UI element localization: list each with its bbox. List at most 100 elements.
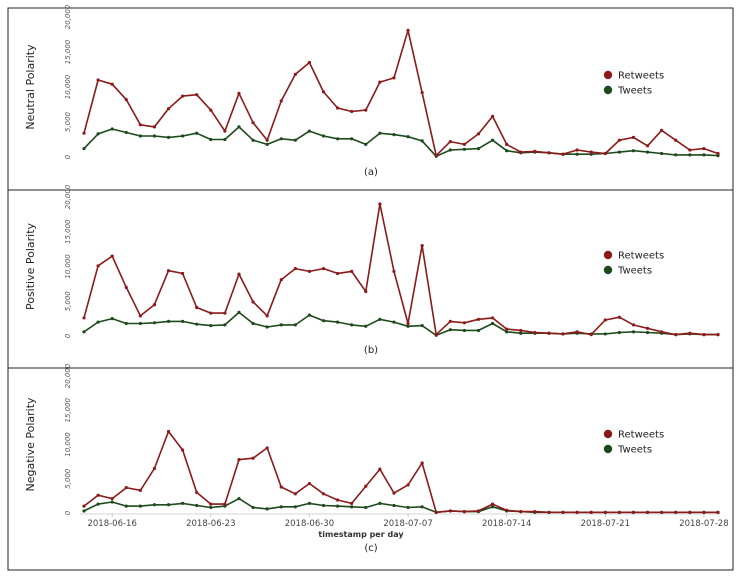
panel-2-retweets-point <box>406 321 410 326</box>
panel-2-retweets-point <box>307 269 312 273</box>
panel-2-tweets-point <box>336 320 340 324</box>
panel-3-tweets-point <box>364 505 368 510</box>
panel-1-retweets-point <box>152 125 157 129</box>
panel-3-tweets-point <box>237 497 241 501</box>
panel-1-retweets-point <box>434 154 438 158</box>
panel-1-tweets-point <box>448 148 452 152</box>
panel-2-retweets-point <box>660 330 664 334</box>
panel-3-retweets-point <box>547 510 551 514</box>
panel-3-xtick-label: 2018-06-30 <box>285 519 334 529</box>
panel-3-retweets-point <box>561 510 565 514</box>
panel-3-retweets-point <box>378 467 382 471</box>
panel-1-retweets-point <box>490 114 495 118</box>
panel-3-retweets-point <box>82 504 86 508</box>
panel-3-xtick-label: 2018-07-14 <box>482 519 531 529</box>
panel-2-retweets-point <box>674 333 678 337</box>
panel-1-tweets-point <box>575 152 579 156</box>
panel-3-tweets-point <box>251 505 255 510</box>
panel-2-frame <box>7 189 734 369</box>
panel-2-retweets-point <box>350 269 354 273</box>
panel-1-retweets-point <box>110 82 114 86</box>
panel-2-ytick-label: 15,000 <box>64 219 72 244</box>
panel-2-retweets-point <box>195 305 199 310</box>
panel-3-ytick-label: 10,000 <box>64 432 72 457</box>
panel-1-tweets-point <box>660 151 664 156</box>
panel-2-tweets-point <box>350 323 354 327</box>
panel-2-retweets-point <box>561 332 565 336</box>
panel-3-tweets-point <box>181 501 185 506</box>
panel-3-legend-marker-retweets <box>603 429 613 439</box>
panel-1-tweets-point <box>364 142 368 146</box>
panel-1-tweets-point <box>279 137 283 141</box>
panel-2-tweets-point <box>110 317 114 321</box>
panel-2-tweets-point <box>490 321 495 326</box>
panel-2-retweets-point <box>519 328 523 333</box>
panel-1-retweets-point <box>237 91 241 95</box>
panel-1-retweets-point <box>688 148 692 152</box>
panel-3-tweets-point <box>138 504 142 508</box>
panel-3-tweets-point <box>490 505 495 509</box>
panel-3-tweets-point <box>82 509 86 513</box>
panel-2-tweets-point <box>617 330 621 335</box>
panel-3-xtick-label: 2018-07-21 <box>581 519 630 529</box>
panel-2-retweets-point <box>702 333 706 337</box>
panel-2-tweets-point <box>181 319 185 324</box>
panel-2-tweets-point <box>462 328 466 333</box>
panel-3-legend-label-retweets: Retweets <box>618 430 664 441</box>
panel-2-retweets-point <box>631 323 636 327</box>
panel-1-tweets-point <box>378 131 382 135</box>
panel-1-tweets-point <box>702 153 706 157</box>
panel-1-retweets-point <box>350 109 354 114</box>
panel-2-tweets-point <box>138 321 142 326</box>
panel-2-retweets-point <box>490 316 495 320</box>
panel-2-tweets-point <box>152 321 157 325</box>
panel-3-retweets-point <box>138 488 142 492</box>
panel-3-retweets-point <box>660 510 664 514</box>
panel-2-retweets-point <box>448 319 452 324</box>
panel-3-retweets-point <box>181 448 185 452</box>
panel-3-legend-marker-tweets <box>603 444 613 454</box>
panel-2-tweets-point <box>293 323 297 327</box>
panel-1-tweets-point <box>307 129 312 133</box>
panel-2-retweets-point <box>617 315 621 319</box>
panel-3-retweets-point <box>702 510 706 514</box>
panel-1-ytick-label: 15,000 <box>64 39 72 64</box>
panel-2-tweets-point <box>631 330 636 334</box>
panel-1-retweets-point <box>645 144 650 148</box>
panel-3-ytick-label: 15,000 <box>64 397 72 422</box>
panel-1-retweets-point <box>448 140 452 144</box>
panel-2-retweets-point <box>181 271 185 276</box>
panel-3-ytick-label: 20,000 <box>64 363 72 388</box>
panel-2-tweets-point <box>321 319 326 323</box>
panel-3-x-axis-label: timestamp per day <box>318 530 404 539</box>
panel-1-retweets-point <box>575 148 579 152</box>
panel-2-retweets-point <box>603 318 607 322</box>
panel-3-retweets-point <box>420 461 424 465</box>
panel-1-tweets-point <box>350 137 354 141</box>
panel-1-retweets-point <box>293 72 297 76</box>
panel-3-xtick-label: 2018-06-23 <box>186 519 235 529</box>
panel-1-retweets-point <box>321 90 326 94</box>
panel-2-legend-label-tweets: Tweets <box>617 266 652 277</box>
panel-1-retweets-point <box>631 135 636 139</box>
panel-1-tweets-point <box>152 134 157 138</box>
panel-2-retweets-point <box>223 311 227 315</box>
panel-2-retweets-point <box>279 278 283 282</box>
panel-1-retweets-point <box>505 142 509 146</box>
panel-3-retweets-point <box>674 510 678 514</box>
panel-1-retweets-point <box>702 147 706 151</box>
panel-2-retweets-point <box>505 327 509 331</box>
panel-1-retweets-point <box>265 138 269 142</box>
panel-3-xtick-label: 2018-07-07 <box>383 519 432 529</box>
panel-3-retweets-point <box>603 510 607 514</box>
panel-3-retweets-point <box>533 510 537 514</box>
panel-1-retweets-point <box>166 107 171 111</box>
panel-2-tweets-point <box>392 320 396 324</box>
panel-1-ytick-label: 10,000 <box>64 74 72 99</box>
panel-1-tweets-point <box>420 139 424 143</box>
panel-3-xtick-label: 2018-06-16 <box>87 519 136 529</box>
panel-1-retweets-point <box>519 150 523 154</box>
panel-3-tweets-point <box>350 505 354 509</box>
panel-2-tweets-point <box>96 320 100 324</box>
